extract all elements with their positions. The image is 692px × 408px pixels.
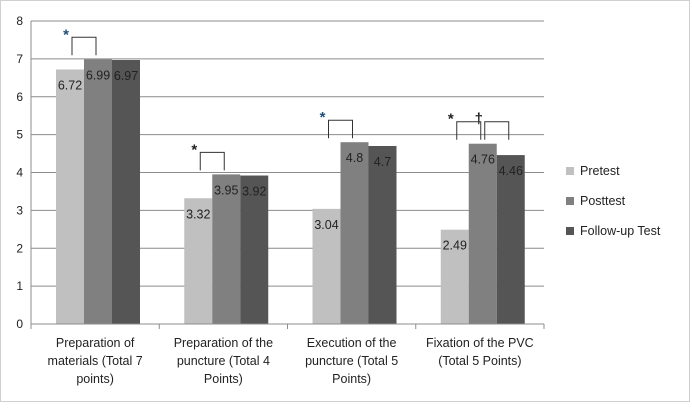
data-labels: 6.72 3.32 3.04 2.49 6.99 3.95 4.8 4.76 6.97 3.92 4… [58, 68, 523, 252]
legend-label: Follow-up Test [580, 224, 661, 238]
significance-symbol: * [448, 111, 454, 128]
data-label: 3.92 [242, 185, 266, 199]
y-tick-label: 7 [16, 52, 23, 66]
data-label: 4.46 [499, 164, 523, 178]
x-tick-label: Fixation of the PVC (Total 5 Points) [426, 336, 534, 368]
bars [56, 59, 525, 324]
bar-follow-up-test [112, 60, 140, 324]
x-tick-label: Preparation of materials (Total 7 points) [48, 336, 143, 386]
y-tick-labels: 0 1 2 3 4 5 6 7 8 [16, 14, 23, 331]
y-tick-label: 0 [16, 317, 23, 331]
bar-posttest [340, 142, 369, 324]
y-tick-label: 4 [16, 166, 23, 180]
x-tick-label-line: puncture (Total 4 [177, 354, 270, 368]
significance-symbol: * [191, 141, 197, 158]
significance-symbol: * [63, 26, 69, 43]
legend-label: Pretest [580, 164, 620, 178]
x-tick-label-line: Execution of the [307, 336, 397, 350]
y-tick-label: 6 [16, 90, 23, 104]
bar-posttest [468, 143, 497, 324]
x-tick-label-line: Preparation of the [174, 336, 273, 350]
bar-follow-up-test [368, 145, 397, 324]
y-tick-label: 5 [16, 128, 23, 142]
data-label: 4.7 [374, 155, 391, 169]
data-label: 3.95 [214, 183, 238, 197]
x-tick-label-line: points) [76, 372, 114, 386]
significance-bracket [456, 121, 482, 140]
x-tick-label-line: Points) [332, 372, 371, 386]
bar-pretest [312, 208, 341, 324]
significance-bracket [328, 119, 353, 139]
significance-symbol: † [475, 111, 483, 128]
legend-label: Posttest [580, 194, 626, 208]
bar-pretest [184, 198, 213, 324]
data-label: 3.04 [314, 218, 338, 232]
y-tick-label: 8 [16, 14, 23, 28]
x-tick-label: Preparation of the puncture (Total 4 Point… [174, 336, 273, 386]
bar-posttest [84, 59, 112, 324]
x-tick-label-line: Points) [204, 372, 243, 386]
bar-pretest [56, 69, 84, 324]
significance-annotations: * * * * † [63, 26, 510, 171]
significance-bracket [199, 151, 225, 171]
y-tick-label: 3 [16, 203, 23, 217]
x-tick-label-line: Preparation of [56, 336, 135, 350]
significance-bracket [71, 36, 97, 56]
significance-bracket [484, 121, 510, 140]
x-tick-label-line: (Total 5 Points) [438, 354, 521, 368]
legend-swatch [566, 167, 574, 175]
bar-posttest [212, 174, 241, 324]
data-label: 4.76 [471, 153, 495, 167]
legend: Pretest Posttest Follow-up Test [566, 164, 661, 238]
x-tick-label-line: materials (Total 7 [48, 354, 143, 368]
bar-follow-up-test [240, 175, 269, 324]
x-tick-labels: Preparation of materials (Total 7 points)P… [48, 336, 534, 386]
y-tick-label: 1 [16, 279, 23, 293]
x-tick-label-line: Fixation of the PVC [426, 336, 534, 350]
data-label: 2.49 [443, 239, 467, 253]
x-tick-label-line: puncture (Total 5 [305, 354, 398, 368]
x-tick-label: Execution of the puncture (Total 5 Points) [305, 336, 398, 386]
y-tick-label: 2 [16, 241, 23, 255]
data-label: 6.72 [58, 78, 82, 92]
legend-swatch [566, 227, 574, 235]
bar-follow-up-test [496, 155, 525, 324]
data-label: 3.32 [186, 207, 210, 221]
data-label: 6.97 [114, 69, 138, 83]
legend-swatch [566, 197, 574, 205]
data-label: 6.99 [86, 68, 110, 82]
bar-pretest [440, 229, 469, 324]
data-label: 4.8 [346, 151, 363, 165]
axes [30, 21, 545, 329]
significance-symbol: * [320, 109, 326, 126]
